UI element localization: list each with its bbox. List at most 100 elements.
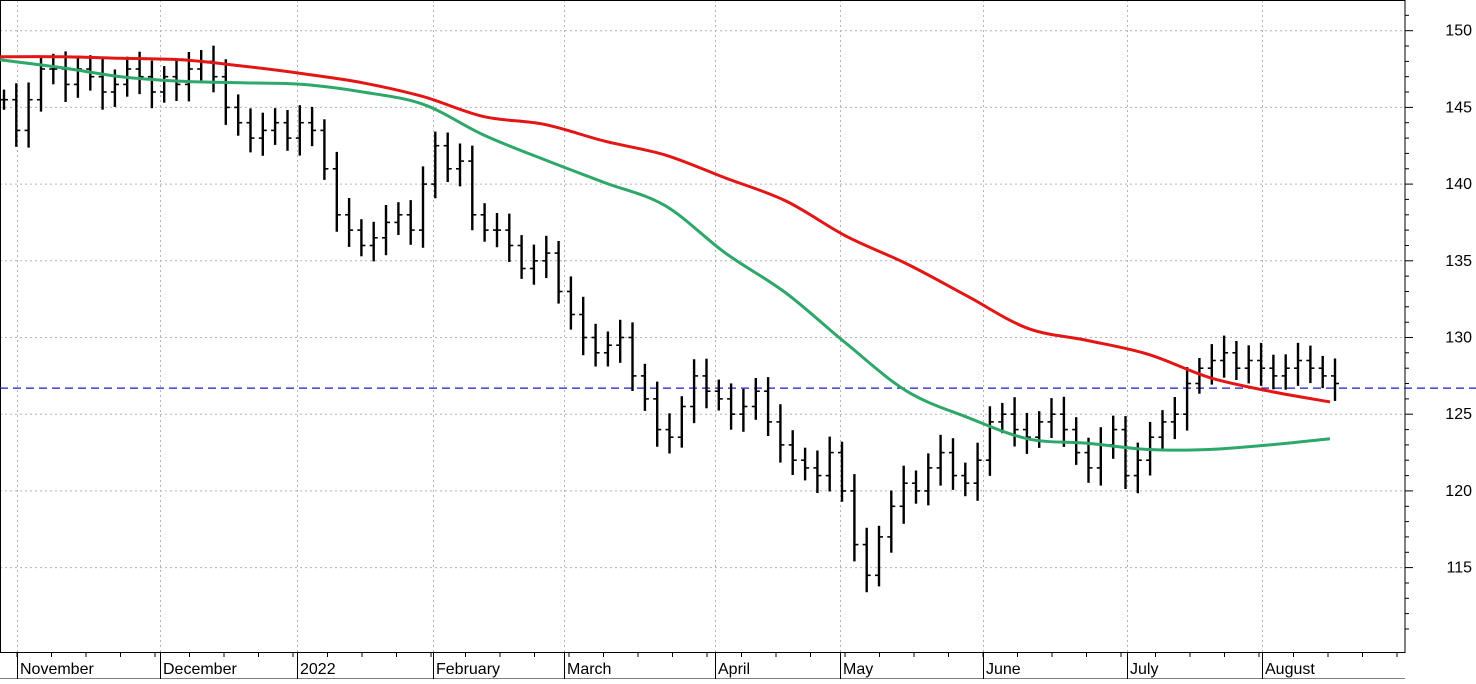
price-bar — [480, 203, 489, 242]
price-bar — [24, 82, 33, 148]
price-bar — [961, 462, 970, 497]
x-tick-label: August — [1265, 661, 1315, 678]
price-bar — [468, 145, 477, 231]
price-bar — [221, 59, 230, 125]
moving-average-long-line — [0, 55, 1331, 404]
price-bar — [394, 202, 403, 235]
price-bar — [1331, 358, 1339, 401]
price-bar — [1294, 342, 1302, 386]
price-bar — [1010, 397, 1019, 447]
price-bar — [1257, 342, 1266, 386]
y-tick-label: 120 — [1445, 483, 1472, 500]
x-tick-label: November — [20, 661, 94, 678]
price-bar — [147, 60, 156, 109]
price-bar — [825, 436, 834, 492]
y-axis-labels: 115 120 125 130 135 140 145 150 — [1445, 23, 1472, 577]
price-bar — [258, 112, 267, 156]
price-bar — [369, 221, 378, 262]
price-bar — [529, 244, 538, 285]
price-bar — [1244, 345, 1253, 384]
price-bar — [764, 377, 773, 436]
price-bar — [295, 105, 304, 156]
x-tick-label: March — [567, 661, 611, 678]
price-bar — [714, 379, 723, 411]
price-bar — [1170, 397, 1179, 440]
price-bar — [49, 53, 58, 85]
price-bar — [998, 402, 1007, 434]
price-bar — [160, 66, 169, 103]
price-bar — [912, 470, 920, 504]
price-bar — [838, 441, 846, 502]
price-bar — [566, 276, 575, 330]
price-bar — [862, 527, 871, 593]
price-bar — [1121, 416, 1130, 489]
price-bar — [628, 322, 637, 391]
price-bar — [579, 296, 588, 356]
x-tick-label: December — [163, 661, 237, 678]
price-bar — [1232, 341, 1241, 380]
price-bar — [345, 198, 354, 247]
price-bar — [517, 235, 526, 279]
price-bar — [234, 94, 243, 136]
price-bar — [702, 358, 711, 409]
price-bar — [751, 378, 760, 420]
price-bar — [1096, 427, 1105, 486]
price-bar — [12, 83, 21, 147]
price-bar — [1269, 354, 1278, 390]
grid-lines — [0, 0, 1405, 652]
price-bar — [308, 106, 317, 147]
price-bar — [73, 55, 82, 98]
price-bar — [1158, 410, 1167, 449]
price-bar — [1022, 412, 1031, 454]
x-tick-label: July — [1130, 661, 1158, 678]
price-bar — [1084, 437, 1093, 483]
price-bar — [653, 381, 662, 447]
price-bar — [1047, 398, 1056, 438]
price-bar — [985, 406, 994, 476]
price-bar — [61, 51, 70, 102]
moving-averages — [0, 55, 1331, 452]
price-bar — [603, 331, 612, 367]
price-bar — [493, 213, 501, 248]
x-tick-label: February — [436, 661, 500, 678]
price-bar — [1318, 355, 1327, 389]
y-tick-label: 150 — [1445, 23, 1472, 40]
x-tick-label: June — [986, 661, 1021, 678]
y-tick-label: 140 — [1445, 176, 1472, 193]
price-bar — [776, 404, 785, 463]
y-tick-label: 135 — [1445, 253, 1472, 270]
y-tick-label: 130 — [1445, 330, 1472, 347]
moving-average-short-line — [0, 58, 1331, 452]
price-bar — [616, 319, 625, 363]
price-bar — [899, 465, 908, 524]
price-bar — [813, 450, 822, 493]
price-bar — [727, 383, 736, 430]
price-bar — [332, 151, 341, 232]
price-bar — [949, 438, 957, 490]
x-tick-label: April — [718, 661, 750, 678]
price-bar — [1035, 411, 1044, 448]
price-bar — [1133, 442, 1142, 494]
price-bar — [98, 59, 107, 110]
price-bar — [936, 434, 945, 486]
price-bar — [875, 525, 883, 587]
price-bar — [887, 490, 896, 553]
x-tick-label: 2022 — [300, 661, 336, 678]
price-bar — [554, 241, 563, 304]
x-axis-labels: November December 2022 February March April Ma… — [20, 661, 1315, 678]
price-bar — [690, 359, 699, 424]
price-bar — [973, 442, 982, 501]
price-bar — [665, 413, 674, 454]
price-bar — [1059, 396, 1068, 447]
price-bar — [677, 396, 686, 448]
price-bar — [283, 110, 292, 151]
price-bar — [591, 323, 600, 367]
price-bar — [1195, 358, 1204, 394]
price-bar — [406, 200, 415, 245]
price-bar — [1306, 345, 1315, 384]
price-bar — [850, 474, 859, 562]
price-bars — [0, 45, 1339, 593]
price-bar — [640, 363, 649, 411]
